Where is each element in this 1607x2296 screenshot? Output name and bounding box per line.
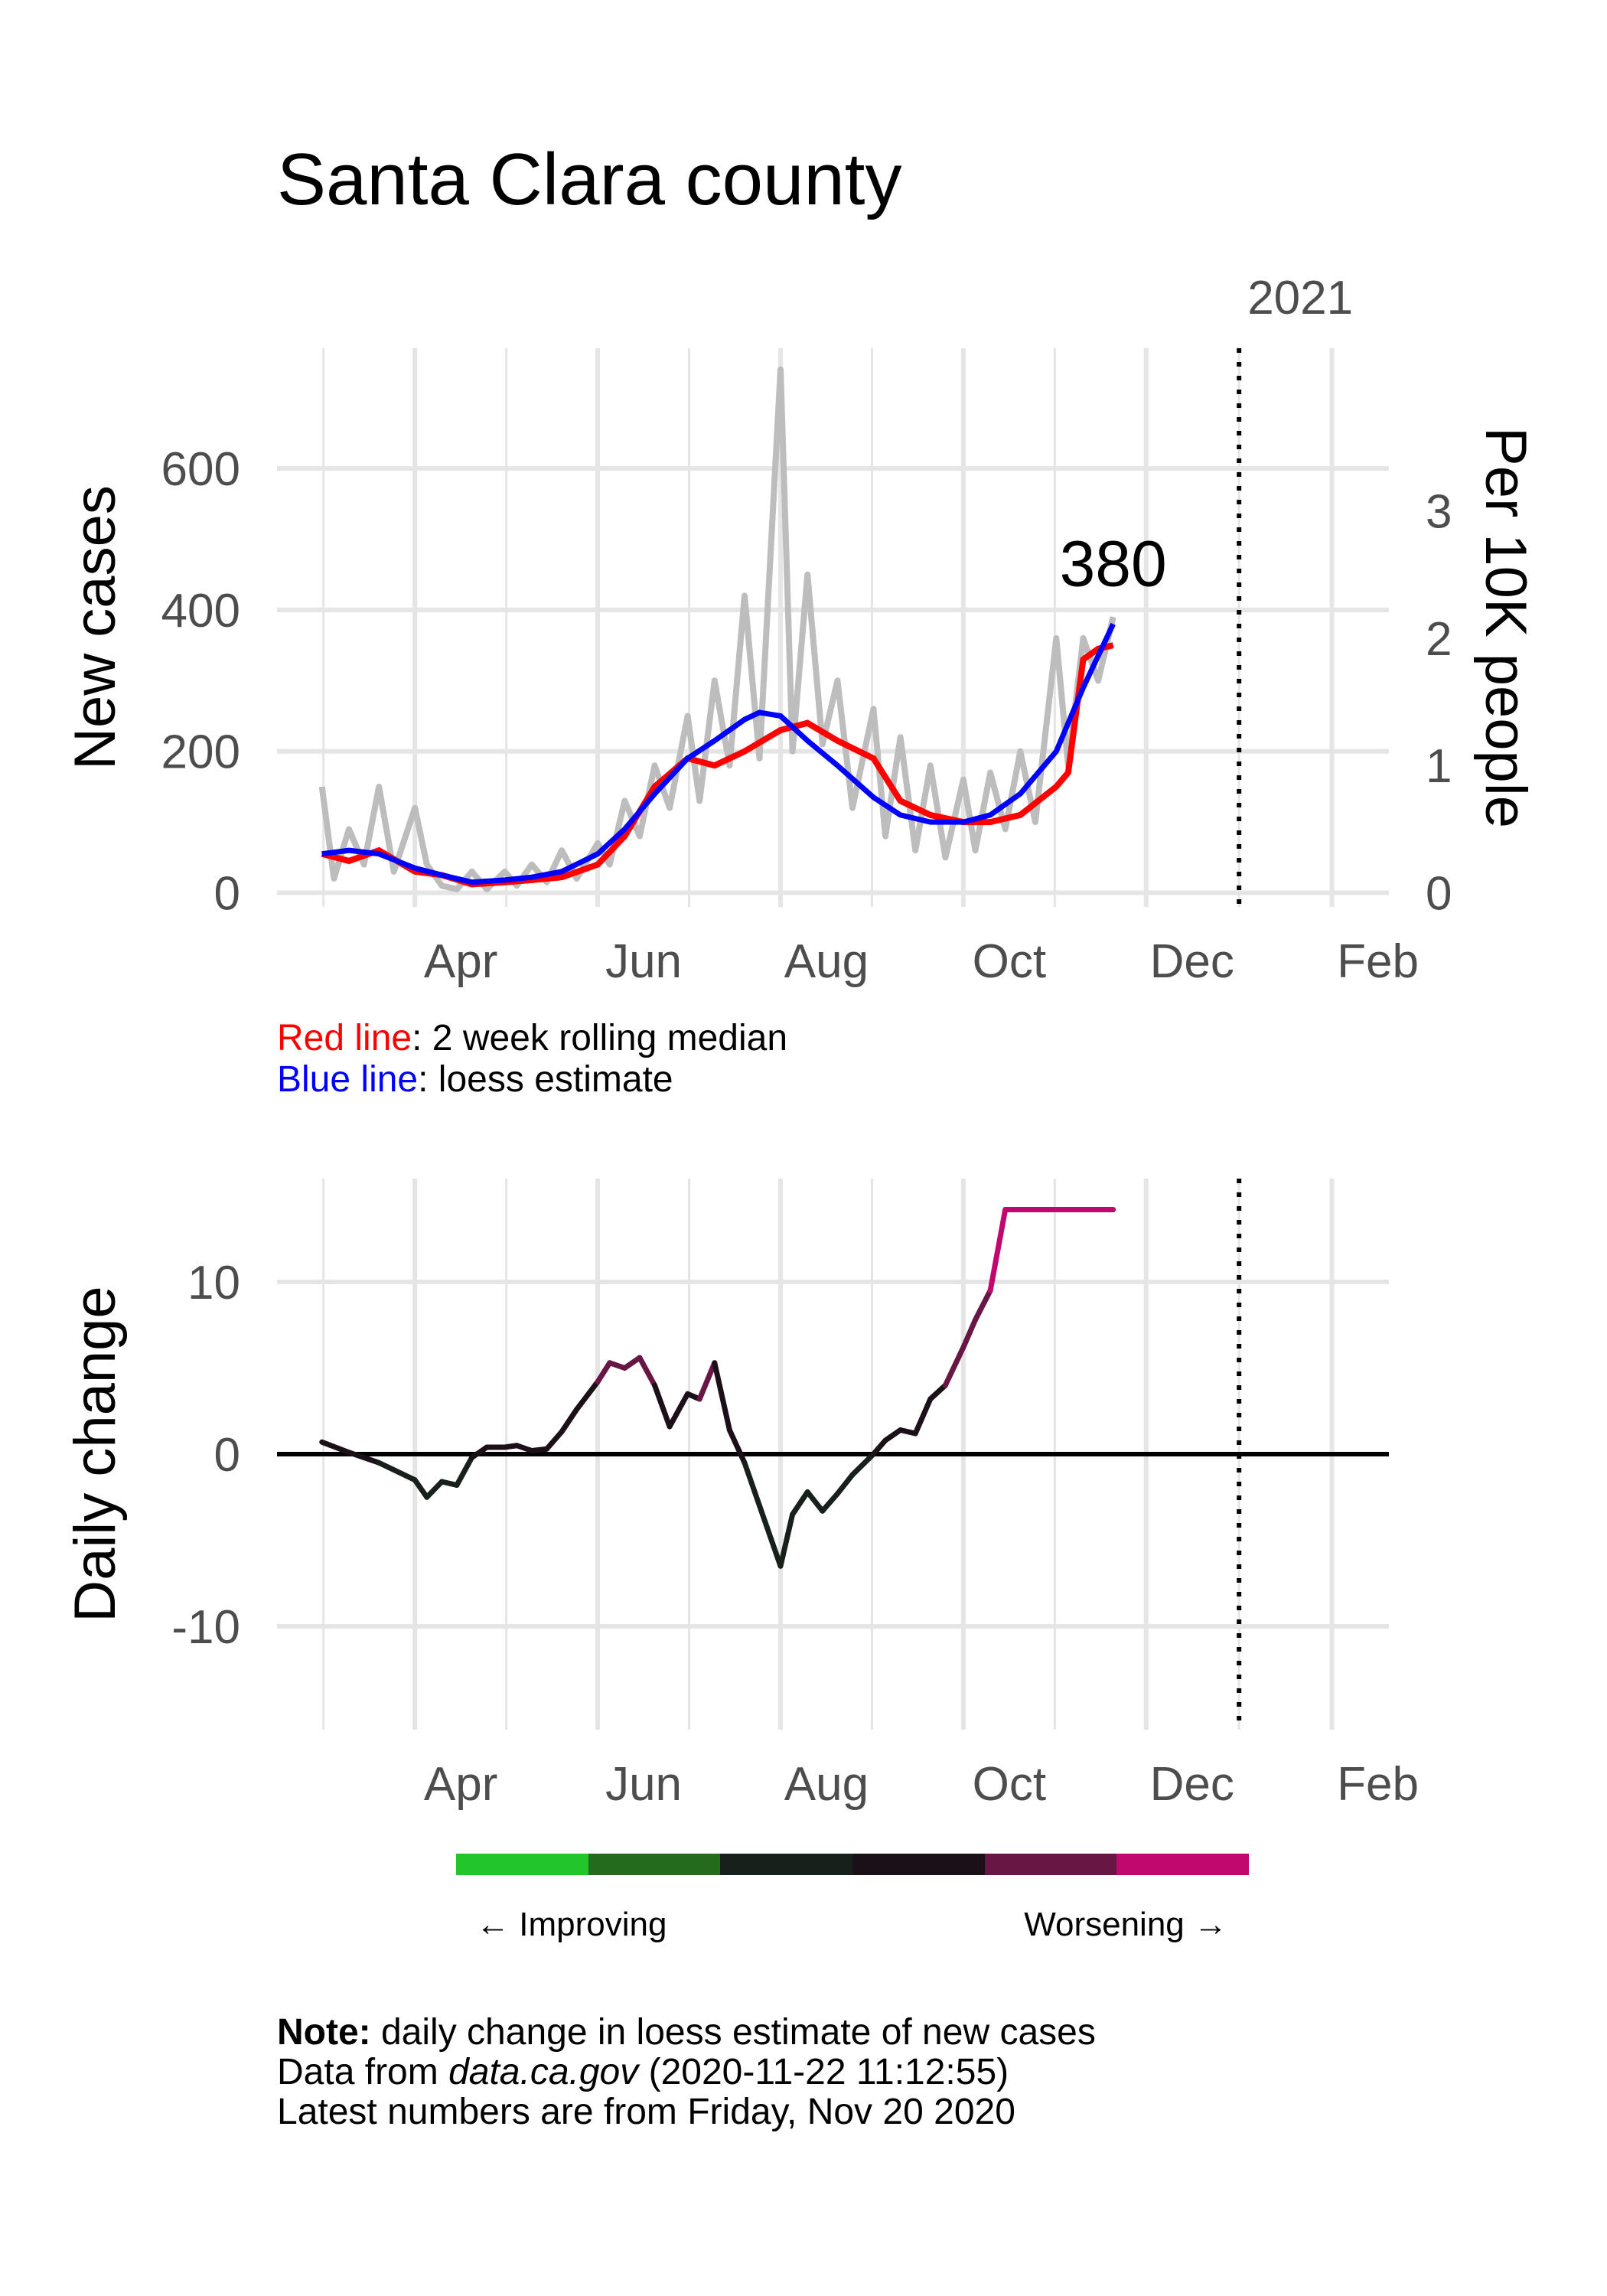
colorbar-segment	[852, 1854, 985, 1875]
y-tick-label: 400	[161, 585, 240, 638]
daily-change-segment	[927, 1382, 948, 1402]
bottom-chart-labels: Apr Jun Aug Oct Dec Feb -10 0 10 Daily change	[63, 1257, 1419, 1811]
daily-change-segment	[834, 1472, 856, 1497]
data-prefix: Data from	[277, 2052, 449, 2092]
colorbar-label-improving: ← Improving	[476, 1906, 667, 1943]
daily-change-segment	[820, 1491, 840, 1514]
y-tick-label: 200	[161, 726, 240, 779]
y-tick-label: 10	[187, 1257, 240, 1309]
daily-change-segment	[574, 1379, 601, 1412]
daily-change-segment	[742, 1459, 763, 1508]
colorbar-segment	[984, 1854, 1117, 1875]
note-label: Note:	[277, 2012, 371, 2053]
legend-blue-desc: : loess estimate	[418, 1059, 673, 1100]
colorbar-segment	[588, 1854, 721, 1875]
blue-series-line	[321, 622, 1116, 885]
daily-change-segment	[804, 1489, 826, 1514]
top-chart-series	[318, 366, 1116, 892]
y2-tick-label: 3	[1426, 486, 1452, 539]
daily-change-segment	[637, 1355, 657, 1388]
legend-blue-label: Blue line	[277, 1059, 419, 1100]
notes: Note: daily change in loess estimate of …	[277, 2013, 1096, 2132]
legend-red: Red line: 2 week rolling median	[277, 1018, 787, 1059]
x-tick-label: Dec	[1150, 1758, 1234, 1811]
daily-change-segment	[667, 1391, 691, 1430]
latest-line: Latest numbers are from Friday, Nov 20 2…	[277, 2092, 1015, 2132]
daily-change-segment	[987, 1207, 1009, 1293]
daily-change-segment	[726, 1427, 748, 1466]
x-tick-label: Aug	[784, 1758, 869, 1811]
x-tick-label: Dec	[1150, 935, 1234, 988]
legend-red-desc: : 2 week rolling median	[412, 1018, 788, 1058]
daily-change-segment	[882, 1427, 904, 1443]
colorbar-segment	[720, 1854, 853, 1875]
top-chart-grid	[277, 348, 1389, 907]
daily-change-segment	[790, 1489, 810, 1518]
daily-change-segment	[960, 1317, 979, 1350]
daily-change-segment	[559, 1407, 580, 1435]
y2-tick-label: 2	[1426, 613, 1452, 666]
note-line: Note: daily change in loess estimate of …	[277, 2013, 1096, 2053]
data-source: data.ca.gov	[448, 2052, 639, 2092]
daily-change-segment	[621, 1355, 643, 1371]
x-tick-label: Aug	[784, 935, 869, 988]
y-tick-label: -10	[171, 1601, 240, 1654]
y-tick-label: 0	[214, 868, 240, 921]
daily-change-segment	[376, 1459, 418, 1483]
daily-change-segment	[849, 1451, 876, 1478]
data-time: (2020-11-22 11:12:55)	[638, 2052, 1009, 2092]
daily-change-segment	[973, 1287, 993, 1322]
daily-change-segment	[757, 1503, 784, 1569]
legend-notes: Red line: 2 week rolling median Blue lin…	[277, 1018, 787, 1101]
x-tick-label: Oct	[973, 1758, 1046, 1811]
daily-change-segment	[469, 1444, 490, 1460]
daily-change-segment	[870, 1437, 888, 1457]
chart-title: Santa Clara county	[277, 139, 902, 220]
y-tick-label: 0	[214, 1429, 240, 1482]
y-tick-label: 600	[161, 443, 240, 496]
colorbar-segment	[456, 1854, 588, 1875]
x-tick-label: Feb	[1337, 1758, 1419, 1811]
note-text: daily change in loess estimate of new ca…	[370, 2012, 1096, 2053]
daily-change-segment	[712, 1360, 732, 1433]
y2-axis-label: Per 10K people	[1473, 427, 1538, 828]
daily-change-segment	[595, 1360, 613, 1384]
daily-change-segment	[912, 1396, 934, 1437]
x-tick-label: Jun	[605, 1758, 682, 1811]
x-tick-label: Apr	[424, 1758, 497, 1811]
x-tick-label: Apr	[424, 935, 497, 988]
x-tick-label: Jun	[605, 935, 682, 988]
colorbar-label-worsening: Worsening →	[1024, 1906, 1227, 1943]
daily-change-segment	[942, 1345, 966, 1388]
daily-change-segment	[319, 1439, 352, 1456]
daily-change-segment	[346, 1450, 382, 1466]
legend-red-label: Red line	[277, 1018, 412, 1058]
daily-change-segment	[412, 1477, 430, 1500]
daily-change-segment	[777, 1512, 796, 1569]
y-axis-label: New cases	[63, 485, 128, 770]
legend-blue: Blue line: loess estimate	[277, 1059, 787, 1101]
colorbar-segment	[1116, 1854, 1250, 1875]
y2-tick-label: 1	[1426, 740, 1452, 793]
x-tick-label: Oct	[973, 935, 1046, 988]
colorbar	[456, 1854, 1250, 1875]
data-source-line: Data from data.ca.gov (2020-11-22 11:12:…	[277, 2053, 1096, 2092]
bottom-chart: Apr Jun Aug Oct Dec Feb -10 0 10 Daily change	[63, 1179, 1419, 1811]
daily-change-segment	[543, 1429, 565, 1452]
daily-change-segment	[454, 1455, 475, 1488]
y-axis-label: Daily change	[63, 1286, 128, 1622]
bottom-chart-series	[277, 1207, 1389, 1569]
daily-change-segment	[696, 1360, 718, 1402]
latest-value-annotation: 380	[1060, 527, 1167, 599]
daily-change-segment	[424, 1479, 445, 1500]
y2-tick-label: 0	[1426, 868, 1452, 921]
daily-change-segment	[651, 1382, 673, 1430]
x-tick-label: Feb	[1337, 935, 1419, 988]
year-label: 2021	[1247, 272, 1353, 325]
